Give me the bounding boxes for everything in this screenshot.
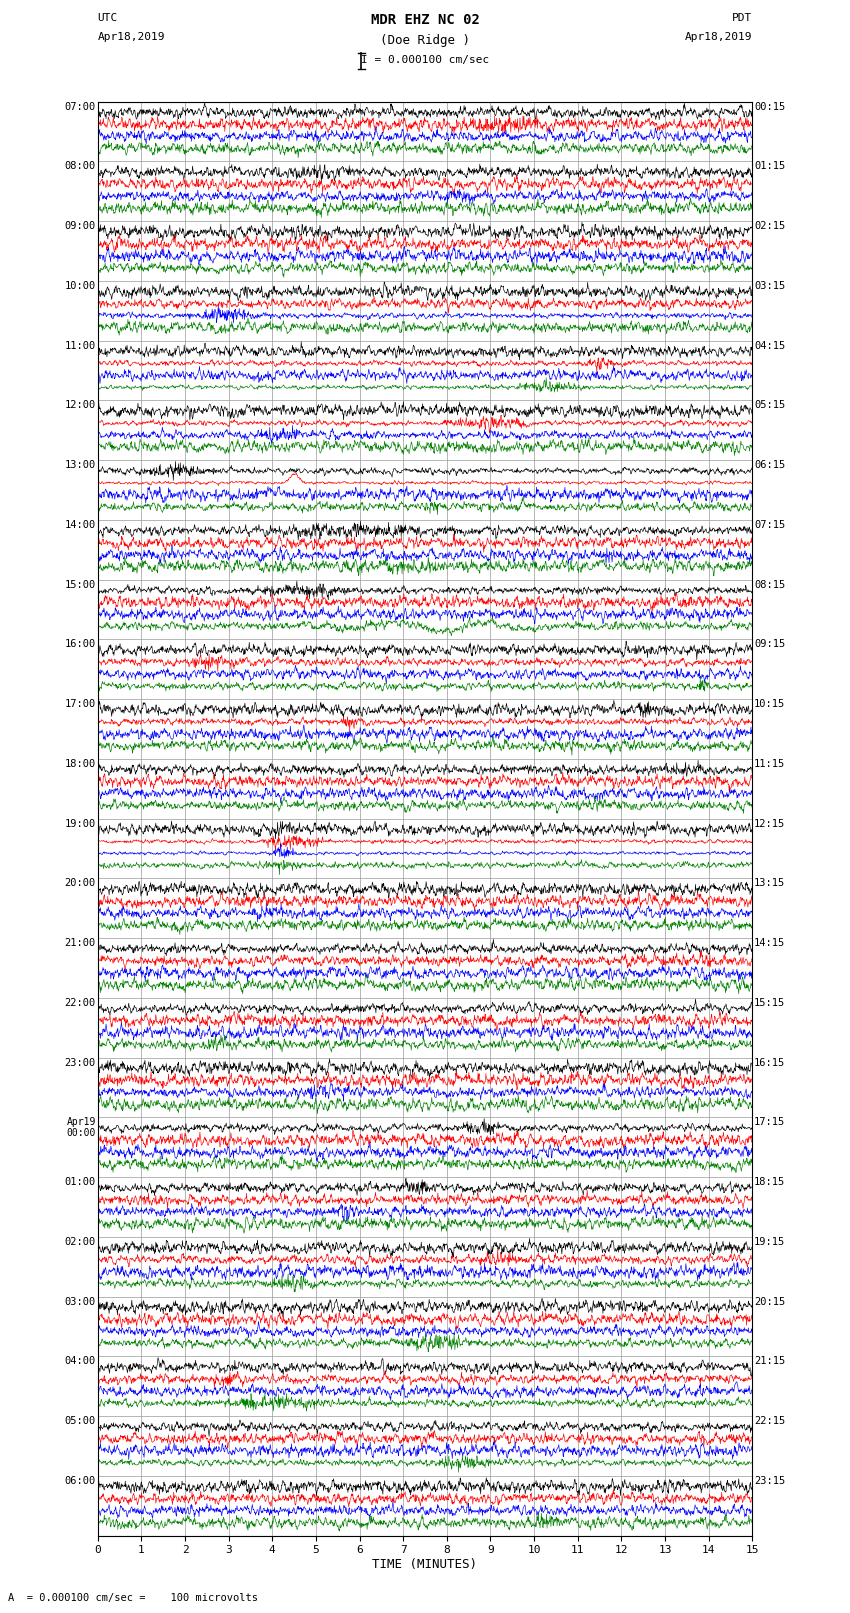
- Text: 13:00: 13:00: [65, 460, 96, 469]
- Text: 22:00: 22:00: [65, 998, 96, 1008]
- Text: 21:15: 21:15: [754, 1357, 785, 1366]
- Text: Apr19
00:00: Apr19 00:00: [66, 1118, 96, 1139]
- Text: Apr18,2019: Apr18,2019: [98, 32, 165, 42]
- Text: UTC: UTC: [98, 13, 118, 23]
- Text: 06:15: 06:15: [754, 460, 785, 469]
- Text: 11:15: 11:15: [754, 758, 785, 769]
- Text: 04:00: 04:00: [65, 1357, 96, 1366]
- X-axis label: TIME (MINUTES): TIME (MINUTES): [372, 1558, 478, 1571]
- Text: 15:00: 15:00: [65, 579, 96, 590]
- Text: 18:00: 18:00: [65, 758, 96, 769]
- Text: 07:15: 07:15: [754, 519, 785, 529]
- Text: 02:00: 02:00: [65, 1237, 96, 1247]
- Text: 19:00: 19:00: [65, 819, 96, 829]
- Text: 07:00: 07:00: [65, 102, 96, 111]
- Text: 01:00: 01:00: [65, 1177, 96, 1187]
- Text: 13:15: 13:15: [754, 879, 785, 889]
- Text: 19:15: 19:15: [754, 1237, 785, 1247]
- Text: 20:15: 20:15: [754, 1297, 785, 1307]
- Text: 05:00: 05:00: [65, 1416, 96, 1426]
- Text: 17:00: 17:00: [65, 698, 96, 710]
- Text: 08:00: 08:00: [65, 161, 96, 171]
- Text: 08:15: 08:15: [754, 579, 785, 590]
- Text: 18:15: 18:15: [754, 1177, 785, 1187]
- Text: 04:15: 04:15: [754, 340, 785, 350]
- Text: 20:00: 20:00: [65, 879, 96, 889]
- Text: 01:15: 01:15: [754, 161, 785, 171]
- Text: I = 0.000100 cm/sec: I = 0.000100 cm/sec: [361, 55, 489, 65]
- Text: 12:00: 12:00: [65, 400, 96, 410]
- Text: 22:15: 22:15: [754, 1416, 785, 1426]
- Text: Apr18,2019: Apr18,2019: [685, 32, 752, 42]
- Text: 03:15: 03:15: [754, 281, 785, 290]
- Text: 12:15: 12:15: [754, 819, 785, 829]
- Text: 14:15: 14:15: [754, 939, 785, 948]
- Text: 09:15: 09:15: [754, 639, 785, 650]
- Text: 17:15: 17:15: [754, 1118, 785, 1127]
- Text: 23:00: 23:00: [65, 1058, 96, 1068]
- Text: 10:00: 10:00: [65, 281, 96, 290]
- Text: 09:00: 09:00: [65, 221, 96, 231]
- Text: 06:00: 06:00: [65, 1476, 96, 1486]
- Text: MDR EHZ NC 02: MDR EHZ NC 02: [371, 13, 479, 27]
- Text: 05:15: 05:15: [754, 400, 785, 410]
- Text: A  = 0.000100 cm/sec =    100 microvolts: A = 0.000100 cm/sec = 100 microvolts: [8, 1594, 258, 1603]
- Text: 14:00: 14:00: [65, 519, 96, 529]
- Text: 16:00: 16:00: [65, 639, 96, 650]
- Text: 00:15: 00:15: [754, 102, 785, 111]
- Text: 21:00: 21:00: [65, 939, 96, 948]
- Text: 15:15: 15:15: [754, 998, 785, 1008]
- Text: 10:15: 10:15: [754, 698, 785, 710]
- Text: 23:15: 23:15: [754, 1476, 785, 1486]
- Text: (Doe Ridge ): (Doe Ridge ): [380, 34, 470, 47]
- Text: 11:00: 11:00: [65, 340, 96, 350]
- Text: PDT: PDT: [732, 13, 752, 23]
- Text: 16:15: 16:15: [754, 1058, 785, 1068]
- Text: 03:00: 03:00: [65, 1297, 96, 1307]
- Text: 02:15: 02:15: [754, 221, 785, 231]
